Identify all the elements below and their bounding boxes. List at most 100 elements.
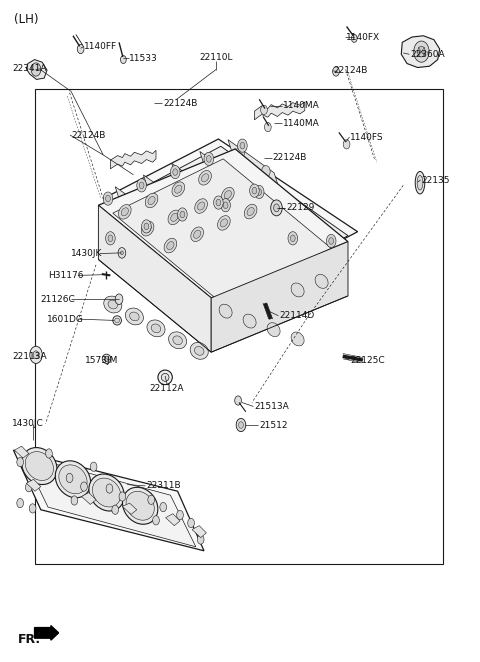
Polygon shape [82, 493, 96, 504]
Ellipse shape [121, 208, 129, 216]
Circle shape [261, 105, 267, 115]
Text: H31176: H31176 [48, 271, 84, 280]
Circle shape [33, 351, 39, 359]
Text: 22110L: 22110L [199, 53, 233, 62]
Text: FR.: FR. [18, 633, 41, 646]
Ellipse shape [22, 448, 57, 485]
Ellipse shape [190, 342, 208, 359]
Ellipse shape [171, 213, 178, 221]
Circle shape [29, 504, 36, 513]
Text: 1140FS: 1140FS [350, 132, 384, 142]
Text: 1430JC: 1430JC [12, 419, 44, 428]
Circle shape [30, 346, 42, 363]
Polygon shape [166, 514, 180, 526]
Circle shape [149, 213, 157, 224]
Circle shape [205, 189, 214, 201]
Ellipse shape [197, 202, 204, 210]
Ellipse shape [267, 322, 280, 337]
Text: 22113A: 22113A [12, 352, 47, 361]
Circle shape [223, 202, 228, 209]
Circle shape [239, 422, 243, 428]
Polygon shape [113, 159, 331, 303]
Polygon shape [192, 526, 206, 538]
Ellipse shape [167, 242, 174, 250]
Circle shape [112, 505, 119, 514]
Ellipse shape [417, 175, 423, 190]
Polygon shape [110, 150, 156, 169]
Circle shape [180, 211, 185, 218]
Polygon shape [113, 146, 348, 293]
Circle shape [177, 201, 186, 213]
Ellipse shape [168, 332, 187, 349]
Circle shape [139, 182, 144, 189]
Circle shape [233, 177, 242, 189]
Circle shape [106, 484, 113, 493]
Circle shape [329, 238, 334, 244]
Circle shape [238, 139, 247, 152]
Text: 22125C: 22125C [350, 355, 385, 365]
Polygon shape [144, 175, 193, 220]
Ellipse shape [173, 336, 182, 345]
Circle shape [206, 156, 211, 162]
Ellipse shape [104, 296, 122, 313]
Circle shape [216, 199, 221, 206]
Circle shape [204, 152, 214, 166]
Text: 1140MA: 1140MA [283, 118, 320, 128]
Circle shape [188, 518, 194, 528]
Ellipse shape [145, 193, 158, 208]
Circle shape [418, 46, 425, 57]
Ellipse shape [219, 304, 232, 318]
Circle shape [137, 179, 146, 192]
Ellipse shape [151, 324, 161, 333]
Ellipse shape [125, 308, 144, 325]
Ellipse shape [89, 474, 124, 511]
Ellipse shape [144, 224, 151, 233]
Text: 1140FF: 1140FF [84, 42, 117, 51]
Circle shape [77, 44, 84, 54]
Circle shape [254, 185, 264, 199]
Text: 22124B: 22124B [334, 66, 368, 75]
Ellipse shape [158, 370, 172, 385]
Ellipse shape [191, 227, 204, 242]
Circle shape [148, 495, 155, 504]
Circle shape [81, 482, 87, 491]
Circle shape [252, 187, 257, 194]
Circle shape [180, 171, 188, 183]
Text: (LH): (LH) [14, 13, 39, 26]
Ellipse shape [119, 205, 131, 219]
Circle shape [25, 483, 32, 492]
Circle shape [235, 396, 241, 405]
Circle shape [414, 41, 429, 62]
Ellipse shape [130, 312, 139, 321]
Polygon shape [98, 205, 211, 352]
Ellipse shape [113, 316, 121, 325]
Circle shape [90, 462, 97, 471]
Text: 22124B: 22124B [71, 130, 106, 140]
Circle shape [115, 294, 123, 305]
Polygon shape [14, 446, 29, 458]
Circle shape [290, 235, 295, 242]
Ellipse shape [247, 207, 254, 216]
Text: 22311B: 22311B [146, 481, 181, 491]
Circle shape [103, 192, 113, 205]
Ellipse shape [148, 197, 155, 205]
Ellipse shape [122, 487, 158, 524]
Circle shape [170, 166, 180, 179]
Circle shape [236, 147, 244, 159]
Ellipse shape [161, 373, 169, 381]
Circle shape [66, 473, 73, 483]
Text: 1601DG: 1601DG [47, 314, 84, 324]
Circle shape [106, 195, 110, 202]
Circle shape [207, 159, 216, 171]
Circle shape [160, 502, 167, 512]
Circle shape [17, 498, 24, 508]
Ellipse shape [244, 205, 257, 219]
Ellipse shape [194, 346, 204, 355]
Ellipse shape [202, 173, 209, 182]
Circle shape [262, 166, 270, 177]
Text: 22341A: 22341A [12, 64, 47, 73]
Text: 22124B: 22124B [273, 153, 307, 162]
Ellipse shape [164, 238, 177, 253]
Ellipse shape [291, 283, 304, 297]
Polygon shape [228, 140, 278, 185]
